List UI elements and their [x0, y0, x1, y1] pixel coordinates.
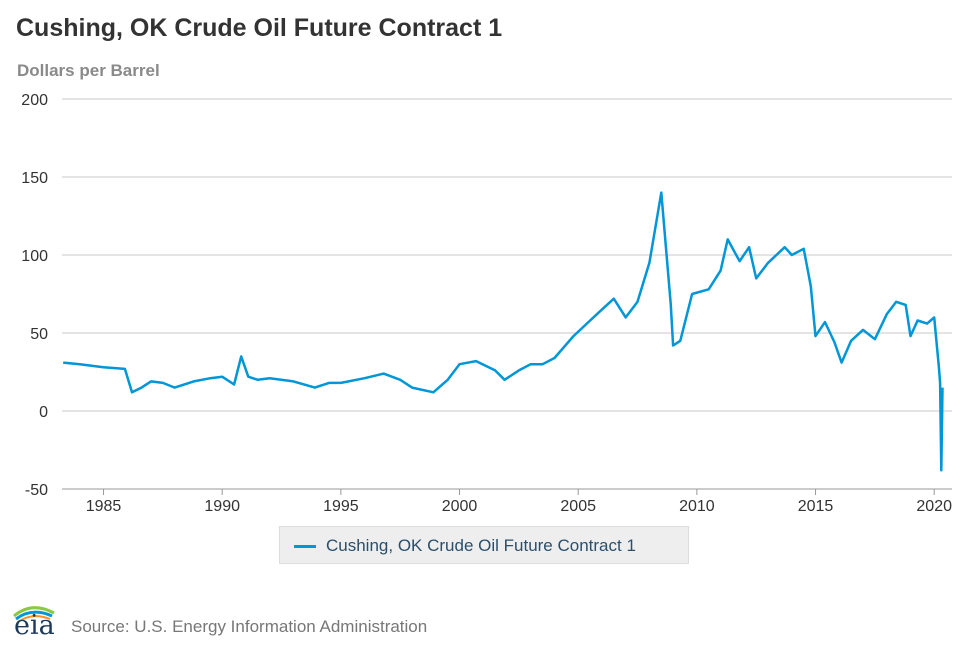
y-tick-label: 200 — [21, 92, 48, 109]
legend-swatch — [294, 545, 316, 548]
chart-title: Cushing, OK Crude Oil Future Contract 1 — [16, 14, 503, 42]
x-tick-label: 2020 — [916, 498, 952, 515]
x-tick-label: 2000 — [442, 498, 478, 515]
logo-text: eia — [14, 610, 55, 641]
x-tick-label: 2010 — [679, 498, 715, 515]
x-tick-label: 2015 — [798, 498, 834, 515]
x-tick-label: 1985 — [86, 498, 122, 515]
source-note: Source: U.S. Energy Information Administ… — [71, 617, 428, 636]
series-line[interactable] — [63, 191, 944, 472]
x-tick-label: 1990 — [204, 498, 240, 515]
x-tick-label: 1995 — [323, 498, 359, 515]
legend-label: Cushing, OK Crude Oil Future Contract 1 — [326, 536, 636, 555]
eia-logo: eia — [8, 603, 60, 641]
legend[interactable]: Cushing, OK Crude Oil Future Contract 1 — [279, 526, 689, 564]
x-tick-label: 2005 — [560, 498, 596, 515]
y-tick-label: 100 — [21, 248, 48, 265]
y-tick-label: 0 — [39, 404, 48, 421]
y-tick-label: 50 — [30, 326, 48, 343]
logo-arc-icon — [13, 606, 55, 623]
y-tick-label: -50 — [25, 482, 48, 499]
y-axis-label: Dollars per Barrel — [17, 61, 160, 80]
y-tick-label: 150 — [21, 170, 48, 187]
